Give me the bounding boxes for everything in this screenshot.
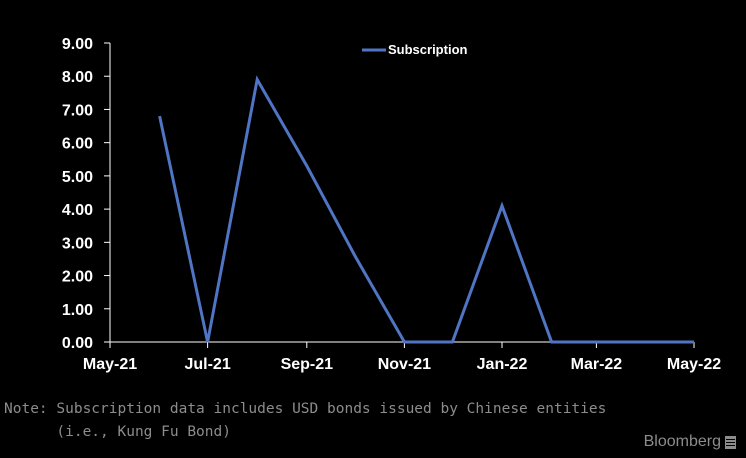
x-tick-label: Jan-22 — [477, 356, 528, 373]
y-tick-label: 1.00 — [62, 302, 93, 319]
series-line-subscription — [158, 75, 694, 344]
subscription-chart: 0.00 1.00 2.00 3.00 4.00 5.00 6.00 7.00 8.00 9.00… — [62, 36, 721, 373]
y-tick-label: 5.00 — [62, 169, 93, 186]
footnote-line-1: Note: Subscription data includes USD bon… — [4, 401, 607, 417]
y-tick-label: 0.00 — [62, 335, 93, 352]
x-tick-label: Jul-21 — [184, 356, 230, 373]
legend: Subscription — [362, 42, 468, 57]
source-brand: Bloomberg — [644, 433, 736, 451]
x-tick-label: Sep-21 — [281, 356, 334, 373]
footnote-line-2: (i.e., Kung Fu Bond) — [4, 424, 231, 440]
y-tick-label: 3.00 — [62, 235, 93, 252]
x-tick-label: Nov-21 — [378, 356, 431, 373]
bloomberg-logo-icon — [725, 435, 736, 449]
x-axis: May-21 Jul-21 Sep-21 Nov-21 Jan-22 Mar-22 May-… — [83, 341, 721, 373]
y-tick-label: 2.00 — [62, 269, 93, 286]
x-tick-label: May-22 — [667, 356, 721, 373]
source-label: Bloomberg — [643, 433, 721, 450]
y-axis: 0.00 1.00 2.00 3.00 4.00 5.00 6.00 7.00 8.00 9.00 — [62, 36, 111, 352]
y-tick-label: 6.00 — [62, 136, 93, 153]
x-tick-label: Mar-22 — [571, 356, 623, 373]
legend-label: Subscription — [388, 42, 468, 57]
footnote: Note: Subscription data includes USD bon… — [4, 398, 606, 444]
x-tick-label: May-21 — [83, 356, 137, 373]
y-tick-label: 9.00 — [62, 36, 93, 53]
y-tick-label: 7.00 — [62, 102, 93, 119]
y-tick-label: 8.00 — [62, 69, 93, 86]
series-layer — [158, 75, 695, 344]
y-tick-label: 4.00 — [62, 202, 93, 219]
